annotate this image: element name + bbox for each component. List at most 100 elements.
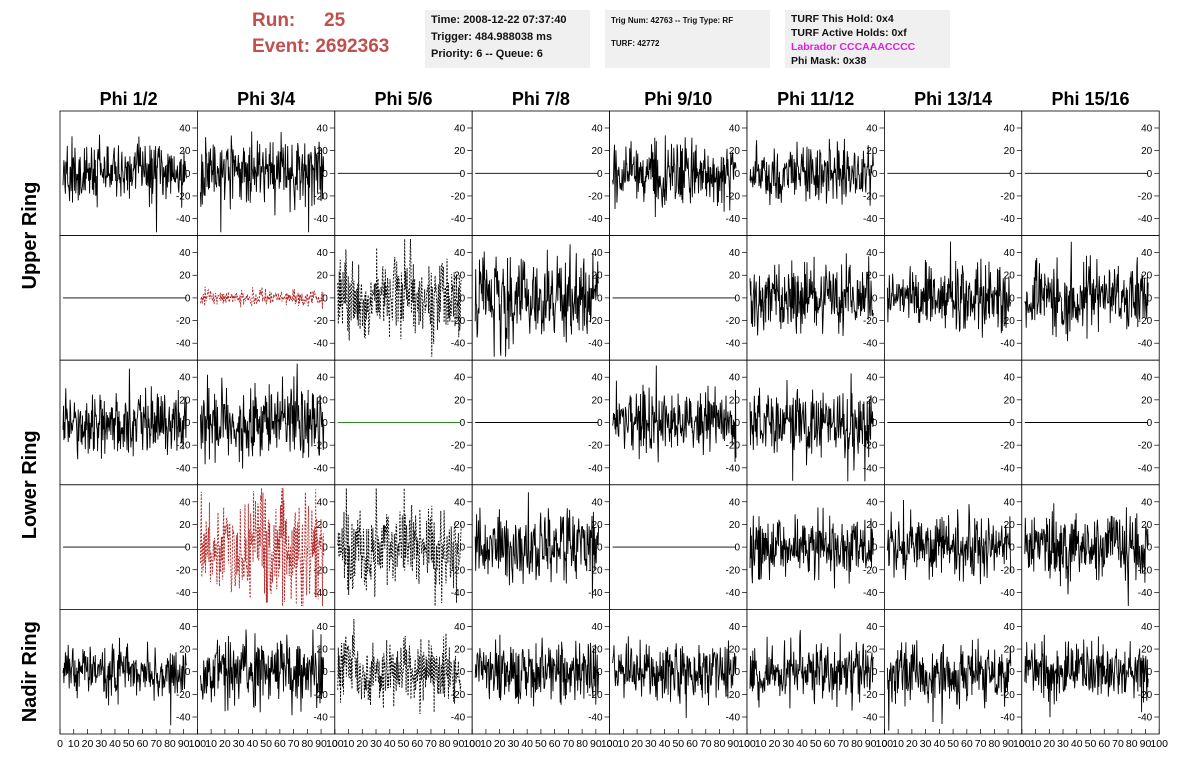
- x-tick-label: 70: [425, 738, 437, 750]
- x-tick-label: 20: [219, 738, 231, 750]
- column-title: Phi 9/10: [644, 89, 712, 109]
- waveform-trace: [1024, 241, 1149, 342]
- y-tick-label: 0: [1147, 418, 1153, 429]
- y-tick-label: 40: [1141, 123, 1153, 134]
- waveform-trace: [749, 630, 874, 711]
- y-tick-label: 20: [317, 645, 329, 656]
- y-tick-label: 40: [1141, 248, 1153, 259]
- x-tick-label: 30: [95, 738, 107, 750]
- y-tick-label: 20: [317, 271, 329, 282]
- column-title: Phi 11/12: [777, 89, 854, 109]
- y-tick-label: 20: [866, 146, 878, 157]
- y-tick-label: -20: [176, 191, 191, 202]
- y-tick-label: 20: [1141, 146, 1153, 157]
- y-tick-label: 20: [729, 271, 741, 282]
- y-tick-label: -20: [863, 690, 878, 701]
- y-tick-label: 0: [322, 293, 328, 304]
- y-tick-label: -20: [1138, 316, 1153, 327]
- x-tick-label: 10: [480, 738, 492, 750]
- waveform-trace: [474, 492, 600, 599]
- waveform-trace: [612, 636, 737, 719]
- waveform-trace: [199, 488, 325, 607]
- y-tick-label: 20: [591, 520, 603, 531]
- y-tick-label: 0: [872, 543, 878, 554]
- labrador-text: Labrador CCCAAACCCC: [791, 41, 916, 53]
- x-tick-label: 20: [82, 738, 94, 750]
- y-tick-label: -40: [588, 713, 603, 724]
- x-tick-label: 100: [1013, 738, 1031, 750]
- waveform-trace: [886, 241, 1012, 338]
- row-label: Nadir Ring: [19, 621, 41, 722]
- y-tick-label: 20: [729, 645, 741, 656]
- y-tick-label: 0: [734, 169, 740, 180]
- x-tick-label: 20: [494, 738, 506, 750]
- y-tick-label: -40: [863, 713, 878, 724]
- y-tick-label: 40: [1141, 373, 1153, 384]
- y-tick-label: 40: [317, 497, 329, 508]
- column-title: Phi 15/16: [1051, 89, 1129, 109]
- y-tick-label: 40: [591, 622, 603, 633]
- y-tick-label: -40: [451, 214, 466, 225]
- y-tick-label: 20: [866, 395, 878, 406]
- x-tick-label: 0: [332, 738, 338, 750]
- waveform-trace: [749, 507, 874, 589]
- x-tick-label: 70: [1112, 738, 1124, 750]
- y-tick-label: 0: [1147, 293, 1153, 304]
- x-tick-label: 0: [57, 738, 63, 750]
- y-tick-label: -40: [1000, 463, 1015, 474]
- x-tick-label: 80: [988, 738, 1000, 750]
- y-tick-label: 20: [454, 645, 466, 656]
- waveform-trace: [886, 499, 1012, 585]
- y-tick-label: -40: [1138, 214, 1153, 225]
- y-tick-label: -20: [451, 316, 466, 327]
- x-tick-label: 60: [137, 738, 149, 750]
- y-tick-label: 0: [597, 543, 603, 554]
- y-tick-label: 20: [1141, 520, 1153, 531]
- waveform-trace: [749, 373, 874, 482]
- y-tick-label: 0: [1009, 667, 1015, 678]
- x-tick-label: 30: [508, 738, 520, 750]
- waveform-trace: [62, 368, 187, 460]
- y-tick-label: 40: [317, 622, 329, 633]
- y-tick-label: 0: [1009, 169, 1015, 180]
- x-tick-label: 60: [549, 738, 561, 750]
- x-tick-label: 40: [247, 738, 259, 750]
- x-tick-label: 10: [617, 738, 629, 750]
- x-tick-label: 60: [961, 738, 973, 750]
- y-tick-label: 20: [1004, 395, 1016, 406]
- x-tick-label: 70: [837, 738, 849, 750]
- x-tick-label: 90: [1002, 738, 1014, 750]
- x-tick-label: 0: [1019, 738, 1025, 750]
- x-tick-label: 70: [563, 738, 575, 750]
- y-tick-label: 0: [597, 418, 603, 429]
- y-tick-label: -20: [1000, 316, 1015, 327]
- y-tick-label: -20: [451, 441, 466, 452]
- y-tick-label: -40: [176, 588, 191, 599]
- y-tick-label: -40: [1138, 713, 1153, 724]
- x-tick-label: 50: [1085, 738, 1097, 750]
- y-tick-label: -20: [863, 316, 878, 327]
- y-tick-label: 20: [591, 645, 603, 656]
- y-tick-label: 40: [591, 248, 603, 259]
- waveform-trace: [474, 244, 600, 357]
- x-tick-label: 50: [947, 738, 959, 750]
- y-tick-label: 0: [185, 169, 191, 180]
- y-tick-label: 40: [1141, 622, 1153, 633]
- x-tick-label: 10: [68, 738, 80, 750]
- y-tick-label: 0: [460, 169, 466, 180]
- y-tick-label: 20: [454, 520, 466, 531]
- y-tick-label: 20: [454, 146, 466, 157]
- x-tick-label: 80: [301, 738, 313, 750]
- y-tick-label: -20: [313, 316, 328, 327]
- x-tick-label: 60: [274, 738, 286, 750]
- waveform-trace: [474, 634, 600, 707]
- x-tick-label: 100: [601, 738, 619, 750]
- y-tick-label: -40: [1000, 588, 1015, 599]
- waveform-trace: [612, 135, 737, 218]
- x-tick-label: 30: [1057, 738, 1069, 750]
- y-tick-label: 40: [866, 373, 878, 384]
- y-tick-label: -40: [1138, 588, 1153, 599]
- y-tick-label: 40: [866, 248, 878, 259]
- y-tick-label: -40: [313, 214, 328, 225]
